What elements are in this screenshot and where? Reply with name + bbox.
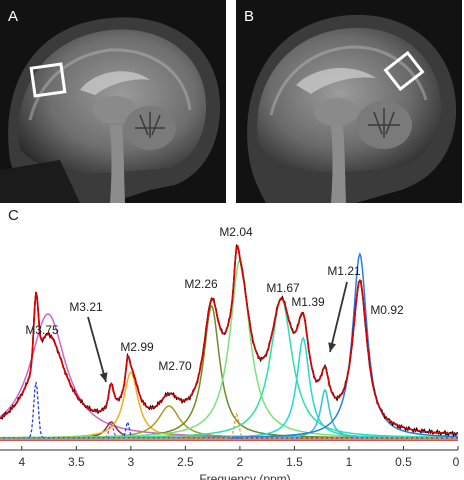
peak-label-m2-26: M2.26 — [184, 277, 218, 291]
panel-label-a: A — [8, 8, 19, 25]
voxel-box-b — [383, 50, 425, 92]
peak-label-m3-21: M3.21 — [69, 300, 103, 314]
peak-label-m3-75: M3.75 — [25, 323, 59, 337]
x-axis-label: Frequency (ppm) — [199, 472, 290, 480]
peak-label-m0-92: M0.92 — [370, 303, 404, 317]
annotation-arrow-1 — [87, 316, 107, 383]
x-tick-label: 3.5 — [68, 455, 85, 469]
fit-curves — [0, 243, 459, 438]
x-tick-label: 3 — [128, 455, 135, 469]
x-tick-label: 0.5 — [395, 455, 412, 469]
x-axis: 4 3.5 3 2.5 2 1.5 1 0.5 0 Frequency (ppm) — [0, 446, 460, 480]
panel-label-b: B — [244, 8, 255, 25]
mri-image-b — [236, 0, 462, 203]
x-tick-label: 2.5 — [177, 455, 194, 469]
x-tick-label: 2 — [237, 455, 244, 469]
mri-panel-a: A — [0, 0, 226, 203]
peak-labels: M3.75 M3.21 M2.99 M2.70 M2.26 M2.04 M1.67M1.39… — [25, 225, 404, 383]
x-tick-label: 1 — [346, 455, 353, 469]
peak-label-m2-99: M2.99 — [120, 340, 154, 354]
annotation-arrow-head-1 — [99, 372, 108, 382]
annotation-arrow-2 — [329, 281, 348, 353]
component-curves — [0, 251, 459, 441]
peak-label-m2-70: M2.70 — [158, 359, 192, 373]
voxel-box-a — [29, 62, 67, 98]
x-tick-label: 1.5 — [286, 455, 303, 469]
component-curve-m2-70 — [0, 405, 458, 439]
component-curve-m1-21 — [0, 388, 458, 439]
x-tick-label: 4 — [18, 455, 25, 469]
peak-label-m1-39: M1.39 — [291, 295, 325, 309]
x-tick-label: 0 — [453, 455, 460, 469]
dashed-component-curve-4 — [0, 412, 458, 439]
peak-label-m2-04: M2.04 — [219, 225, 253, 239]
annotation-arrow-head-2 — [328, 342, 336, 352]
mri-image-a — [0, 0, 226, 203]
component-curve-m2-04 — [0, 258, 458, 439]
peak-label-m1-67: M1.67 — [266, 281, 300, 295]
panel-label-c: C — [8, 207, 19, 224]
mri-panel-b: B — [236, 0, 462, 203]
fitted-spectrum-line — [0, 244, 459, 435]
peak-label-m1-21: M1.21 — [327, 264, 361, 278]
